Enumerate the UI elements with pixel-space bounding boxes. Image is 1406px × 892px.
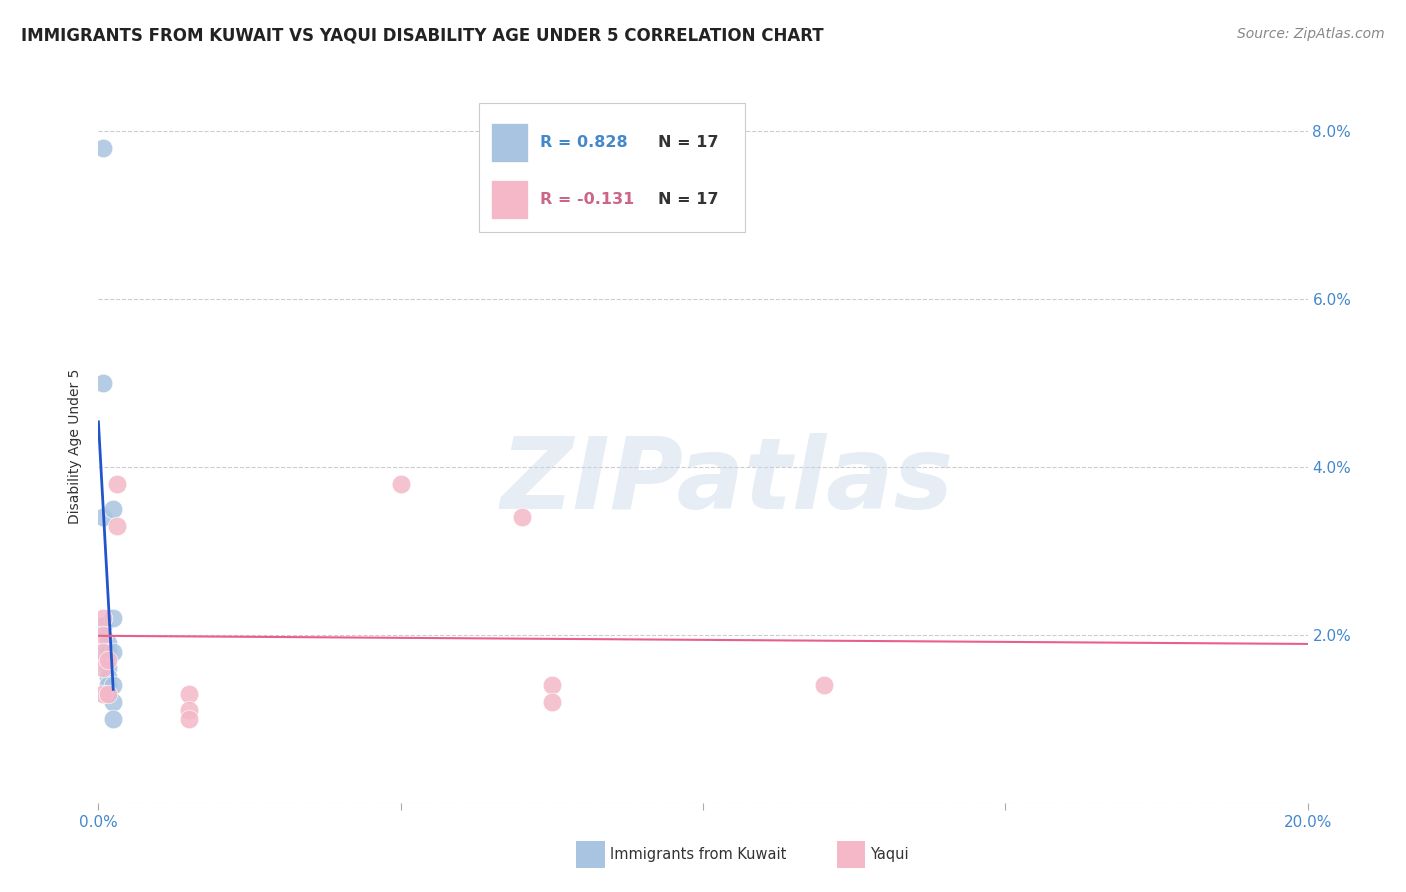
Point (97, 653, 120, 667)
Point (91, 645, 114, 659)
Point (91, 619, 114, 633)
Point (97, 687, 120, 701)
Text: Source: ZipAtlas.com: Source: ZipAtlas.com (1237, 27, 1385, 41)
Point (179, 703, 201, 717)
Point (97, 670, 120, 684)
Point (389, 476, 412, 491)
Text: N = 17: N = 17 (658, 193, 718, 207)
Point (91, 661, 114, 675)
Point (105, 518, 128, 533)
Point (97, 636, 120, 650)
Point (540, 695, 562, 709)
Point (97, 687, 120, 701)
Point (813, 678, 835, 692)
Point (91, 510, 114, 524)
Point (97, 661, 120, 675)
Point (101, 645, 124, 659)
Point (91, 611, 114, 625)
FancyBboxPatch shape (492, 180, 527, 219)
Text: IMMIGRANTS FROM KUWAIT VS YAQUI DISABILITY AGE UNDER 5 CORRELATION CHART: IMMIGRANTS FROM KUWAIT VS YAQUI DISABILI… (21, 27, 824, 45)
Point (91, 628, 114, 642)
Point (91, 645, 114, 659)
FancyBboxPatch shape (479, 103, 745, 232)
Point (97, 645, 120, 659)
FancyBboxPatch shape (492, 123, 527, 162)
Point (101, 678, 124, 692)
Y-axis label: Disability Age Under 5: Disability Age Under 5 (69, 368, 83, 524)
Text: Yaqui: Yaqui (870, 847, 908, 862)
Text: R = -0.131: R = -0.131 (540, 193, 634, 207)
Point (101, 695, 124, 709)
Text: N = 17: N = 17 (658, 136, 718, 150)
Point (91, 687, 114, 701)
Text: ZIPatlas: ZIPatlas (501, 434, 953, 530)
Point (179, 712, 201, 726)
Point (179, 687, 201, 701)
Point (510, 510, 533, 524)
Point (540, 678, 562, 692)
Point (101, 502, 124, 516)
Point (105, 476, 128, 491)
Point (101, 611, 124, 625)
Text: Immigrants from Kuwait: Immigrants from Kuwait (610, 847, 786, 862)
Text: R = 0.828: R = 0.828 (540, 136, 627, 150)
Point (91, 141, 114, 155)
Point (91, 376, 114, 390)
Point (101, 712, 124, 726)
Point (97, 678, 120, 692)
